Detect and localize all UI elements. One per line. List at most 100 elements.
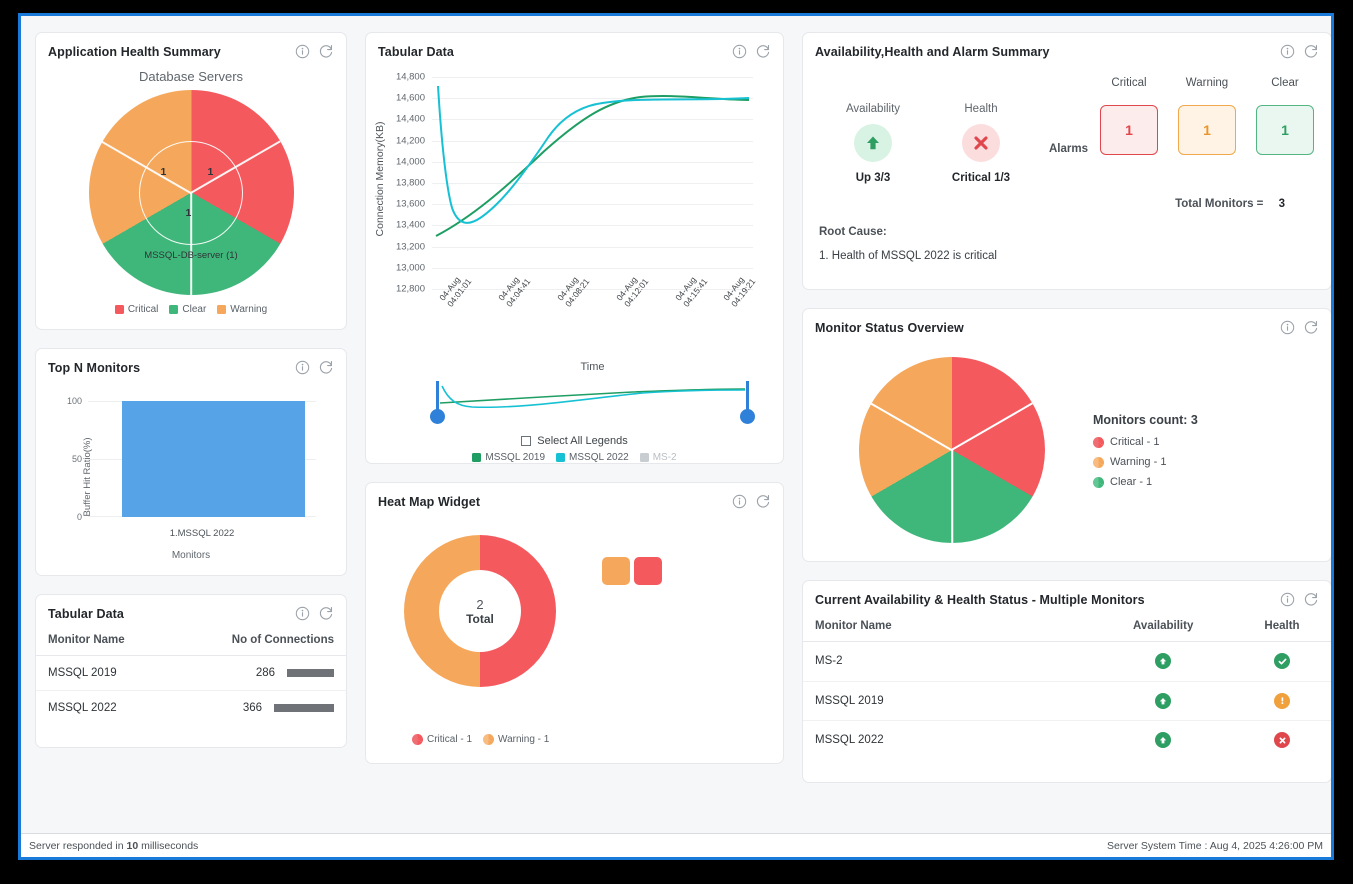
y-tick-14200: 14,200	[395, 135, 425, 147]
availability-summary-body: Availability Up 3/3 Health Critical 1/3 …	[803, 63, 1331, 289]
card-title: Top N Monitors	[48, 360, 141, 375]
navigator-handle-left[interactable]	[436, 381, 439, 411]
table-row[interactable]: MSSQL 2022	[803, 721, 1331, 760]
refresh-icon[interactable]	[1304, 320, 1319, 335]
connections-table: Monitor Name No of Connections MSSQL 201…	[36, 625, 346, 725]
status-suffix: milliseconds	[141, 839, 199, 852]
top-n-body: Buffer Hit Ratio(%) 100 50 0 1.MSSQL 202…	[36, 379, 346, 575]
connections-value: 366	[242, 702, 262, 714]
card-actions	[732, 44, 771, 59]
legend-item-ms-2[interactable]: MS-2	[639, 452, 677, 463]
refresh-icon[interactable]	[319, 606, 334, 621]
refresh-icon[interactable]	[1304, 44, 1319, 59]
browser-window-frame: Application Health Summary Database Serv…	[18, 13, 1334, 860]
alarm-count-critical[interactable]: 1	[1100, 105, 1158, 155]
line-plot-area[interactable]: 14,800 14,600 14,400 14,200 14,000 13,80…	[396, 72, 753, 295]
alarm-count-warning[interactable]: 1	[1178, 105, 1236, 155]
info-icon[interactable]	[732, 494, 747, 509]
legend-item-mssql-2022[interactable]: MSSQL 2022	[556, 452, 629, 463]
table-row[interactable]: MSSQL 2019 286	[36, 655, 346, 691]
legend-label: Warning - 1	[1110, 456, 1167, 468]
time-range-navigator[interactable]	[430, 381, 755, 429]
status-bar: Server responded in 10 milliseconds Serv…	[21, 833, 1331, 857]
bar-mssql-2022[interactable]	[122, 401, 305, 517]
pie-slice-icon	[1093, 456, 1104, 468]
critical-tile[interactable]	[634, 557, 662, 585]
info-icon[interactable]	[732, 44, 747, 59]
column-health[interactable]: Health	[1233, 611, 1331, 642]
refresh-icon[interactable]	[756, 44, 771, 59]
info-icon[interactable]	[1280, 44, 1295, 59]
cell-monitor-name: MSSQL 2019	[36, 655, 174, 691]
info-icon[interactable]	[295, 44, 310, 59]
tabular-data-line-chart-card: Tabular Data Connection Memory(KB) 14,80…	[365, 32, 784, 464]
table-row[interactable]: MS-2	[803, 641, 1331, 682]
refresh-icon[interactable]	[319, 44, 334, 59]
heat-map-body: 2 Total Critical - 1 Warning - 1	[366, 513, 783, 763]
alarm-col-warning: Warning 1	[1178, 77, 1236, 155]
info-icon[interactable]	[295, 360, 310, 375]
info-icon[interactable]	[295, 606, 310, 621]
column-no-of-connections[interactable]: No of Connections	[173, 625, 346, 656]
total-monitors: Total Monitors = 3	[819, 198, 1285, 210]
server-response-status: Server responded in 10 milliseconds	[29, 840, 198, 852]
series-line-mssql-2022	[437, 85, 750, 224]
top-n-monitors-card: Top N Monitors Buffer Hit Ratio(%) 100 5…	[35, 348, 347, 576]
refresh-icon[interactable]	[1304, 592, 1319, 607]
card-header: Application Health Summary	[36, 33, 346, 63]
refresh-icon[interactable]	[319, 360, 334, 375]
legend-label: Warning	[230, 304, 268, 315]
legend-item-warning[interactable]: Warning	[217, 304, 267, 315]
refresh-icon[interactable]	[756, 494, 771, 509]
card-header: Heat Map Widget	[366, 483, 783, 513]
legend-item-clear[interactable]: Clear	[169, 304, 206, 315]
availability-up-icon[interactable]	[854, 124, 892, 162]
navigator-handle-right[interactable]	[746, 381, 749, 411]
health-clear-icon	[1274, 653, 1290, 669]
legend-label: MS-2	[652, 452, 677, 463]
table-row[interactable]: MSSQL 2022 366	[36, 691, 346, 726]
alarm-head-clear: Clear	[1271, 77, 1299, 89]
pie-slice-icon	[1093, 436, 1104, 448]
legend-item-critical[interactable]: Critical	[114, 304, 158, 315]
health-value: Critical 1/3	[951, 172, 1011, 184]
status-value: 10	[126, 839, 139, 852]
pie-slice-icon	[483, 734, 494, 745]
monitor-status-overview-card: Monitor Status Overview Monitors count: …	[802, 308, 1331, 562]
y-tick-0: 0	[76, 512, 82, 522]
legend-item-critical[interactable]: Critical - 1	[412, 734, 472, 745]
card-actions	[1280, 320, 1319, 335]
alarm-count-clear[interactable]: 1	[1256, 105, 1314, 155]
info-icon[interactable]	[1280, 592, 1295, 607]
line-series-svg	[435, 85, 750, 237]
select-all-legends[interactable]: Select All Legends	[366, 435, 783, 447]
legend-item-warning[interactable]: Warning - 1	[483, 734, 549, 745]
column-monitor-name[interactable]: Monitor Name	[36, 625, 174, 656]
cell-health	[1233, 641, 1331, 682]
navigator-knob-left[interactable]	[430, 409, 445, 424]
availability-up-icon	[1155, 732, 1172, 749]
health-critical-icon[interactable]	[962, 124, 1000, 162]
y-tick-13000: 13,000	[395, 262, 425, 274]
tabular-data-connections-card: Tabular Data Monitor Name No of Connecti…	[35, 594, 347, 748]
navigator-knob-right[interactable]	[740, 409, 755, 424]
column-monitor-name[interactable]: Monitor Name	[803, 611, 1094, 642]
alarm-col-critical: Critical 1	[1100, 77, 1158, 155]
table-header-row: Monitor Name Availability Health	[803, 611, 1331, 642]
legend-item-warning[interactable]: Warning - 1	[1093, 456, 1198, 468]
legend-item-critical[interactable]: Critical - 1	[1093, 436, 1198, 448]
x-axis-label: Monitors	[171, 550, 211, 561]
chart-subtitle: Database Servers	[138, 69, 244, 84]
legend-item-clear[interactable]: Clear - 1	[1093, 476, 1198, 488]
checkbox-icon[interactable]	[521, 436, 532, 446]
total-monitors-label: Total Monitors =	[1175, 198, 1264, 210]
table-row[interactable]: MSSQL 2019	[803, 681, 1331, 721]
info-icon[interactable]	[1280, 320, 1295, 335]
sunburst-disc[interactable]: 1 1 1 MSSQL-DB-server (1)	[88, 90, 294, 295]
alarm-col-clear: Clear 1	[1256, 77, 1314, 155]
donut-chart[interactable]: 2 Total	[404, 535, 556, 687]
status-pie-chart[interactable]	[859, 357, 1045, 543]
legend-item-mssql-2019[interactable]: MSSQL 2019	[472, 452, 545, 463]
column-availability[interactable]: Availability	[1093, 611, 1234, 642]
warning-tile[interactable]	[602, 557, 630, 585]
